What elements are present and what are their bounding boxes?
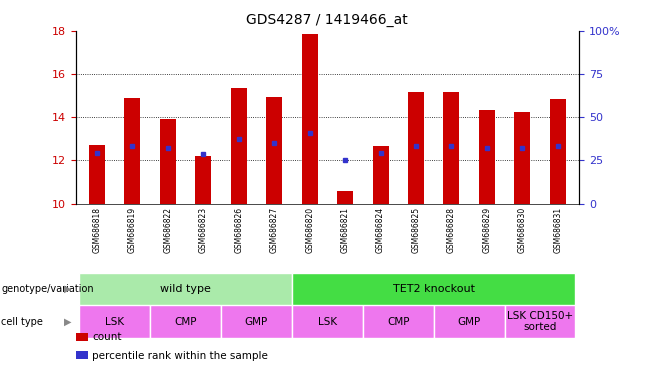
Bar: [363, 305, 434, 338]
Bar: [337, 190, 353, 204]
Text: LSK: LSK: [318, 316, 337, 327]
Text: percentile rank within the sample: percentile rank within the sample: [92, 351, 268, 361]
Bar: [150, 305, 221, 338]
Text: ▶: ▶: [64, 316, 71, 327]
Bar: [292, 305, 363, 338]
Text: count: count: [92, 332, 122, 342]
Text: GSM686820: GSM686820: [305, 207, 314, 253]
Bar: [408, 92, 424, 204]
Text: TET2 knockout: TET2 knockout: [393, 284, 474, 294]
Text: GSM686818: GSM686818: [92, 207, 101, 253]
Text: GSM686819: GSM686819: [128, 207, 137, 253]
Text: GSM686829: GSM686829: [482, 207, 492, 253]
Text: CMP: CMP: [174, 316, 197, 327]
Bar: [160, 119, 176, 204]
Bar: [372, 146, 388, 204]
Bar: [195, 156, 211, 204]
Bar: [443, 92, 459, 204]
Text: GSM686830: GSM686830: [518, 207, 527, 253]
Title: GDS4287 / 1419466_at: GDS4287 / 1419466_at: [247, 13, 408, 27]
Bar: [221, 305, 292, 338]
Text: GMP: GMP: [245, 316, 268, 327]
Text: LSK CD150+
sorted: LSK CD150+ sorted: [507, 311, 573, 333]
Bar: [505, 305, 576, 338]
Bar: [301, 34, 318, 204]
Text: wild type: wild type: [160, 284, 211, 294]
Bar: [434, 305, 505, 338]
Text: LSK: LSK: [105, 316, 124, 327]
Text: CMP: CMP: [387, 316, 409, 327]
Bar: [479, 109, 495, 204]
Text: GSM686831: GSM686831: [553, 207, 563, 253]
Text: GSM686823: GSM686823: [199, 207, 208, 253]
Text: GSM686828: GSM686828: [447, 207, 456, 253]
Bar: [231, 88, 247, 204]
Text: cell type: cell type: [1, 316, 43, 327]
Text: GSM686825: GSM686825: [411, 207, 420, 253]
Text: GSM686822: GSM686822: [163, 207, 172, 253]
Bar: [292, 273, 576, 305]
Bar: [550, 99, 566, 204]
Bar: [89, 145, 105, 204]
Bar: [79, 273, 292, 305]
Bar: [79, 305, 150, 338]
Text: GSM686821: GSM686821: [341, 207, 349, 253]
Text: GSM686827: GSM686827: [270, 207, 279, 253]
Text: GSM686826: GSM686826: [234, 207, 243, 253]
Text: ▶: ▶: [64, 284, 71, 294]
Bar: [266, 97, 282, 204]
Bar: [124, 98, 140, 204]
Bar: [515, 112, 530, 204]
Text: GMP: GMP: [457, 316, 481, 327]
Text: GSM686824: GSM686824: [376, 207, 385, 253]
Text: genotype/variation: genotype/variation: [1, 284, 94, 294]
